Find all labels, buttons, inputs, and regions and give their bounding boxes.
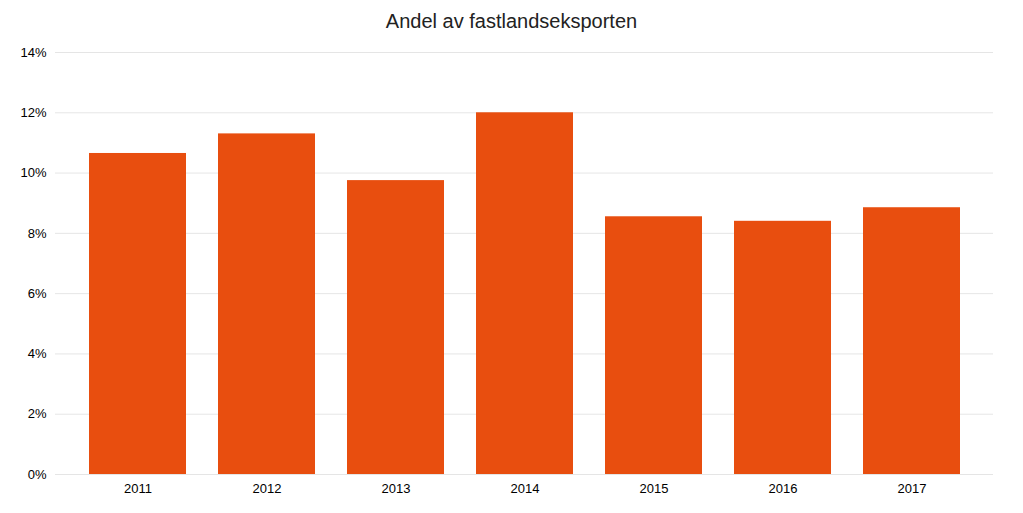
svg-text:6%: 6% [28,286,47,301]
svg-text:10%: 10% [20,165,46,180]
html-text:Andel av fastlandseksporten: Andel av fastlandseksporten [385,10,638,32]
svg-text:12%: 12% [20,105,46,120]
svg-text:2011: 2011 [124,481,152,496]
svg-text:2016: 2016 [769,481,798,496]
svg-text:14%: 14% [20,45,46,60]
svg-text:2013: 2013 [382,481,411,496]
svg-text:2015: 2015 [640,481,669,496]
svg-text:8%: 8% [28,226,47,241]
svg-text:2017: 2017 [898,481,927,496]
svg-text:2%: 2% [28,406,47,421]
svg-text:0%: 0% [28,467,47,482]
svg-text:4%: 4% [28,346,47,361]
svg-text:2014: 2014 [511,481,540,496]
svg-text:2012: 2012 [253,481,282,496]
